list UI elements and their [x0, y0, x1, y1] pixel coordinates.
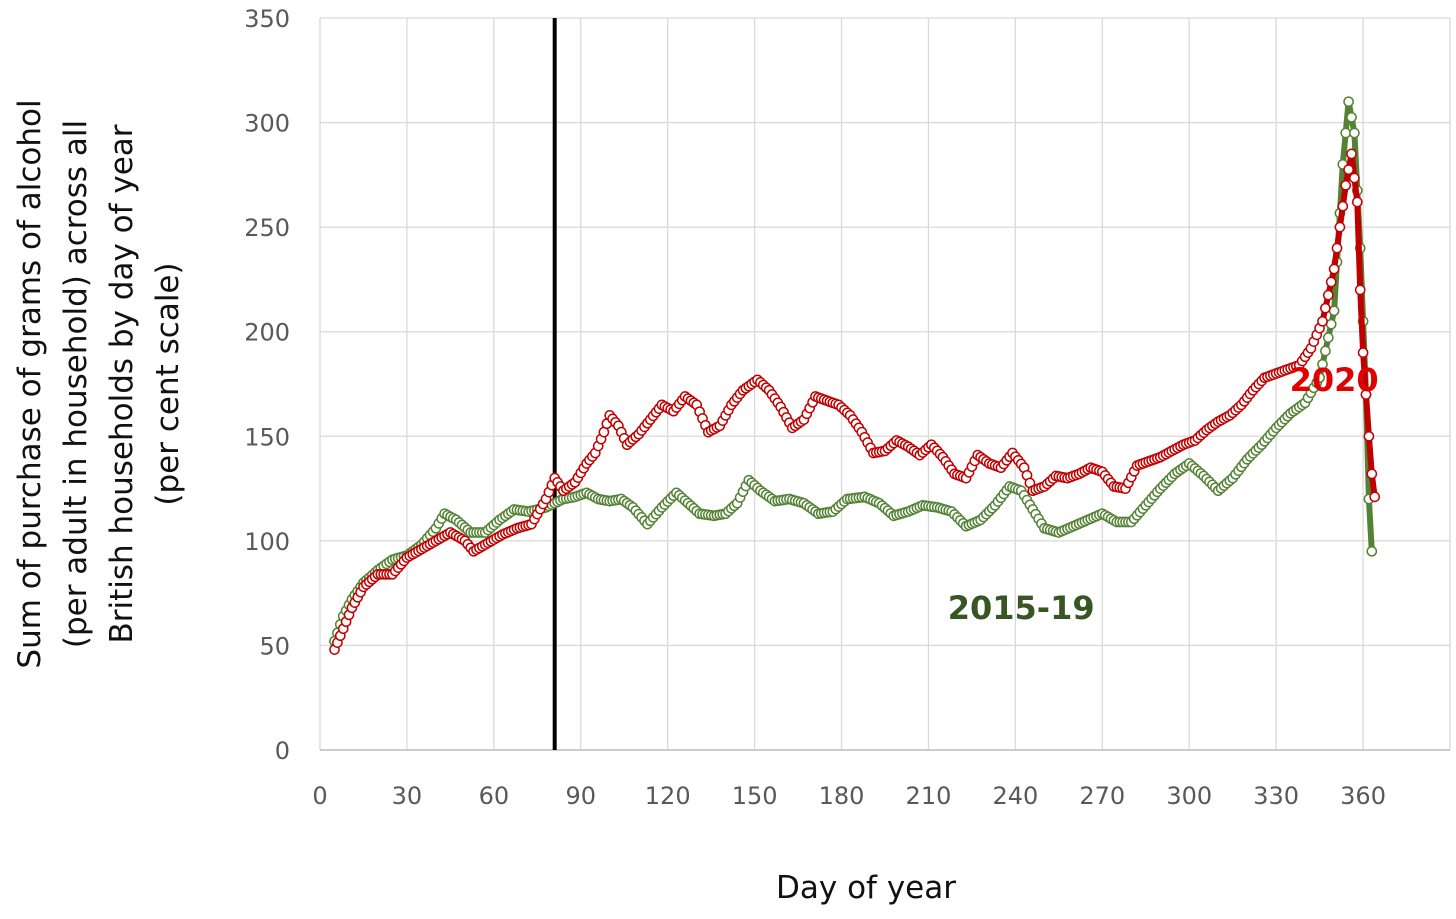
data-point	[1314, 372, 1325, 384]
data-point	[1317, 358, 1328, 370]
x-tick-label: 270	[1079, 782, 1125, 810]
series-line	[331, 150, 1378, 651]
data-point	[1354, 284, 1366, 296]
y-tick-labels: 0 50 100 150 200 250 300 350	[244, 5, 290, 765]
data-point	[1337, 200, 1349, 212]
data-point	[1346, 111, 1357, 123]
series-2020	[329, 148, 1381, 655]
series-line	[331, 98, 1375, 643]
y-axis-title-line-2: (per adult in household) across all	[58, 120, 94, 648]
x-tick-label: 360	[1340, 782, 1386, 810]
x-tick-label: 120	[645, 782, 691, 810]
y-tick-label: 0	[275, 737, 290, 765]
data-point	[1349, 127, 1360, 139]
series-label-2020: 2020	[1290, 361, 1379, 399]
x-tick-label: 150	[732, 782, 778, 810]
data-point	[1346, 148, 1357, 160]
x-tick-label: 30	[392, 782, 423, 810]
y-tick-label: 350	[244, 5, 290, 33]
data-point	[1366, 468, 1378, 480]
x-tick-label: 180	[819, 782, 865, 810]
y-axis-title-line-1: Sum of purchase of grams of alcohol	[12, 99, 48, 668]
data-point	[1369, 491, 1381, 503]
y-tick-label: 200	[244, 319, 290, 347]
data-point	[1320, 302, 1331, 314]
x-tick-label: 0	[312, 782, 327, 810]
y-axis-title: Sum of purchase of grams of alcohol (per…	[12, 99, 186, 668]
x-tick-labels: 0 30 60 90 120 150 180 210 240 270 300 330 360	[312, 782, 1386, 810]
data-point	[1360, 389, 1372, 400]
x-tick-label: 60	[479, 782, 510, 810]
y-tick-label: 100	[244, 528, 290, 556]
data-point	[1328, 263, 1340, 275]
series-2015-19	[329, 96, 1378, 647]
x-tick-label: 300	[1166, 782, 1212, 810]
series-labels: 2015-19 2020	[948, 361, 1379, 627]
data-point	[1349, 172, 1360, 184]
data-point	[1320, 345, 1331, 357]
x-tick-label: 90	[565, 782, 596, 810]
y-axis-title-line-3: British households by day of year	[104, 124, 140, 643]
y-axis-title-line-4: (per cent scale)	[150, 262, 186, 505]
data-point	[1328, 305, 1340, 317]
data-point	[1317, 315, 1328, 327]
series-layer	[329, 96, 1381, 655]
data-point	[1325, 276, 1337, 288]
data-point	[1340, 179, 1352, 191]
data-point	[1325, 318, 1337, 330]
y-tick-label: 150	[244, 423, 290, 451]
y-tick-label: 250	[244, 214, 290, 242]
data-point	[1366, 545, 1378, 557]
x-tick-label: 240	[992, 782, 1038, 810]
x-axis-title: Day of year	[776, 870, 956, 906]
data-point	[1322, 289, 1334, 301]
data-point	[1334, 221, 1346, 233]
grid-lines	[319, 17, 1451, 751]
y-tick-label: 50	[259, 632, 290, 660]
data-point	[1363, 430, 1375, 442]
x-tick-label: 330	[1253, 782, 1299, 810]
data-point	[1343, 164, 1354, 175]
series-label-2015-19: 2015-19	[948, 589, 1095, 627]
data-point	[1343, 96, 1354, 108]
x-tick-label: 210	[906, 782, 952, 810]
data-point	[1331, 242, 1343, 254]
data-point	[1351, 196, 1363, 208]
data-point	[1340, 127, 1352, 139]
data-point	[1322, 332, 1334, 343]
data-point	[1357, 347, 1369, 358]
y-tick-label: 300	[244, 110, 290, 138]
